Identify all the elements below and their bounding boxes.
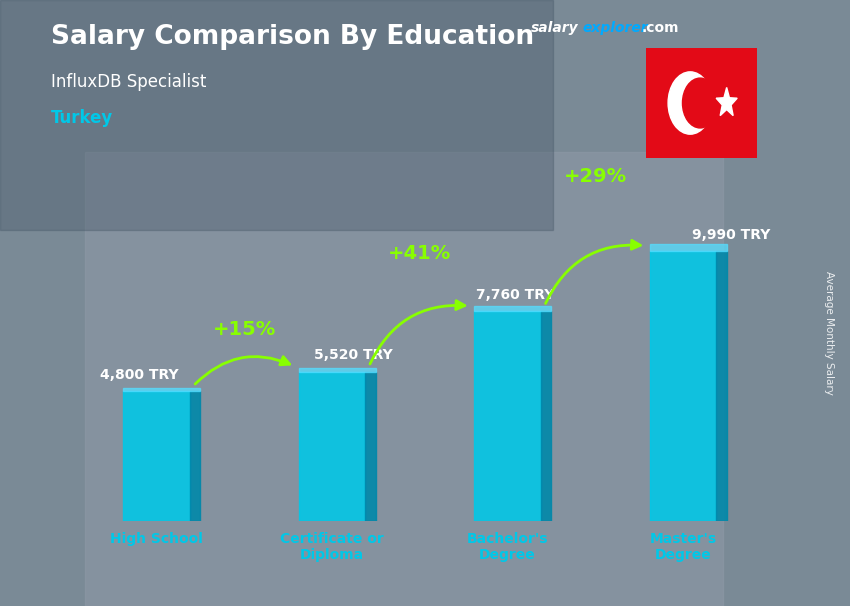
Bar xyxy=(474,306,552,311)
Circle shape xyxy=(683,78,717,128)
Text: salary: salary xyxy=(531,21,579,35)
Bar xyxy=(649,251,717,521)
Circle shape xyxy=(668,72,712,134)
Text: +41%: +41% xyxy=(388,244,451,262)
Text: Salary Comparison By Education: Salary Comparison By Education xyxy=(51,24,534,50)
Bar xyxy=(85,152,722,606)
Text: 4,800 TRY: 4,800 TRY xyxy=(100,368,178,382)
Text: +15%: +15% xyxy=(212,321,275,339)
Bar xyxy=(541,311,552,521)
Bar xyxy=(366,372,376,521)
Text: 5,520 TRY: 5,520 TRY xyxy=(314,348,394,362)
Text: 9,990 TRY: 9,990 TRY xyxy=(692,228,770,242)
Polygon shape xyxy=(717,87,737,116)
Bar xyxy=(123,391,190,521)
Text: .com: .com xyxy=(642,21,679,35)
Text: InfluxDB Specialist: InfluxDB Specialist xyxy=(51,73,207,91)
Text: 7,760 TRY: 7,760 TRY xyxy=(476,288,554,302)
Text: +29%: +29% xyxy=(564,167,627,186)
Text: Average Monthly Salary: Average Monthly Salary xyxy=(824,271,834,395)
Bar xyxy=(474,311,541,521)
Bar xyxy=(190,391,201,521)
Bar xyxy=(717,251,727,521)
Bar xyxy=(123,388,201,391)
Text: Turkey: Turkey xyxy=(51,109,113,127)
Text: explorer: explorer xyxy=(582,21,648,35)
Bar xyxy=(649,244,727,251)
Bar xyxy=(298,372,366,521)
Bar xyxy=(298,368,376,372)
Bar xyxy=(0,0,552,230)
